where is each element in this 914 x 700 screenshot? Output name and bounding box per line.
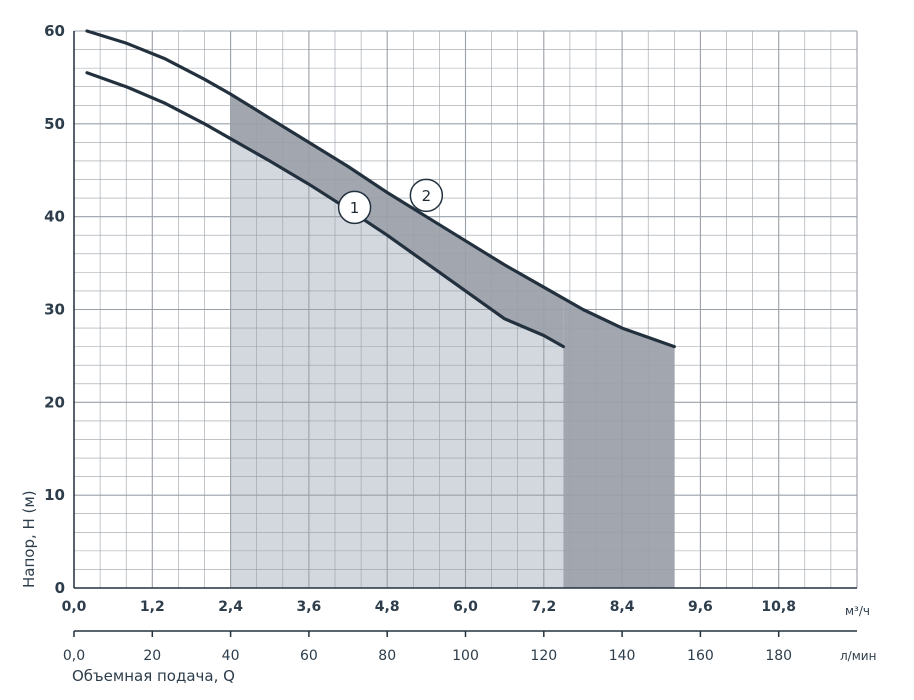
x-tick-label: 6,0 <box>453 599 478 615</box>
curve-markers: 12 <box>337 178 444 225</box>
curve-marker-label-1: 1 <box>350 199 360 217</box>
shaded-region-1 <box>230 138 564 589</box>
y-tick-label: 10 <box>44 486 65 504</box>
curve-2 <box>85 29 676 349</box>
tick-labels: 0 10 20 30 40 50 60 0,0 1,2 2,4 3,6 4,8 6,0 7,2 8,4 9,6… <box>44 22 796 664</box>
y-axis-title: Напор, H (м) <box>20 490 38 588</box>
x2-axis-unit-label: л/мин <box>840 649 876 663</box>
shaded-region-2 <box>563 298 675 588</box>
shaded-region-3 <box>230 94 564 347</box>
x-tick-label: 7,2 <box>531 599 556 615</box>
curve-marker-circle-1 <box>337 190 372 225</box>
x2-tick-label: 120 <box>530 648 557 664</box>
curve-1 <box>85 71 565 349</box>
x-axis-title: Объемная подача, Q <box>72 667 235 685</box>
y-tick-label: 50 <box>44 115 65 133</box>
x2-tick-label: 20 <box>143 648 161 664</box>
axes <box>73 31 857 637</box>
y-tick-label: 60 <box>44 22 65 40</box>
y-tick-label: 40 <box>44 208 65 226</box>
operating-range-fills <box>230 94 675 589</box>
x2-tick-label: 80 <box>378 648 396 664</box>
y-tick-label: 30 <box>44 301 65 319</box>
x-tick-label: 0,0 <box>62 599 87 615</box>
y-tick-label: 0 <box>55 579 65 597</box>
x-tick-label: 1,2 <box>140 599 165 615</box>
x-tick-label: 9,6 <box>688 599 713 615</box>
x-tick-label: 4,8 <box>375 599 400 615</box>
x-tick-label: 3,6 <box>296 599 321 615</box>
x2-tick-label: 60 <box>300 648 318 664</box>
x2-tick-label: 140 <box>609 648 636 664</box>
curves <box>85 29 676 349</box>
x2-tick-label: 180 <box>765 648 792 664</box>
chart-grid <box>73 30 858 589</box>
x-tick-label: 8,4 <box>610 599 635 615</box>
x2-tick-label: 0,0 <box>63 648 85 664</box>
x-tick-label: 2,4 <box>218 599 243 615</box>
curve-marker-circle-2 <box>409 178 444 213</box>
x2-tick-label: 40 <box>222 648 240 664</box>
x-axis-unit-label: м³/ч <box>845 604 870 618</box>
x2-tick-label: 100 <box>452 648 479 664</box>
x-tick-label: 10,8 <box>761 599 796 615</box>
x2-tick-label: 160 <box>687 648 714 664</box>
y-tick-label: 20 <box>44 393 65 411</box>
curve-marker-label-2: 2 <box>422 187 432 205</box>
